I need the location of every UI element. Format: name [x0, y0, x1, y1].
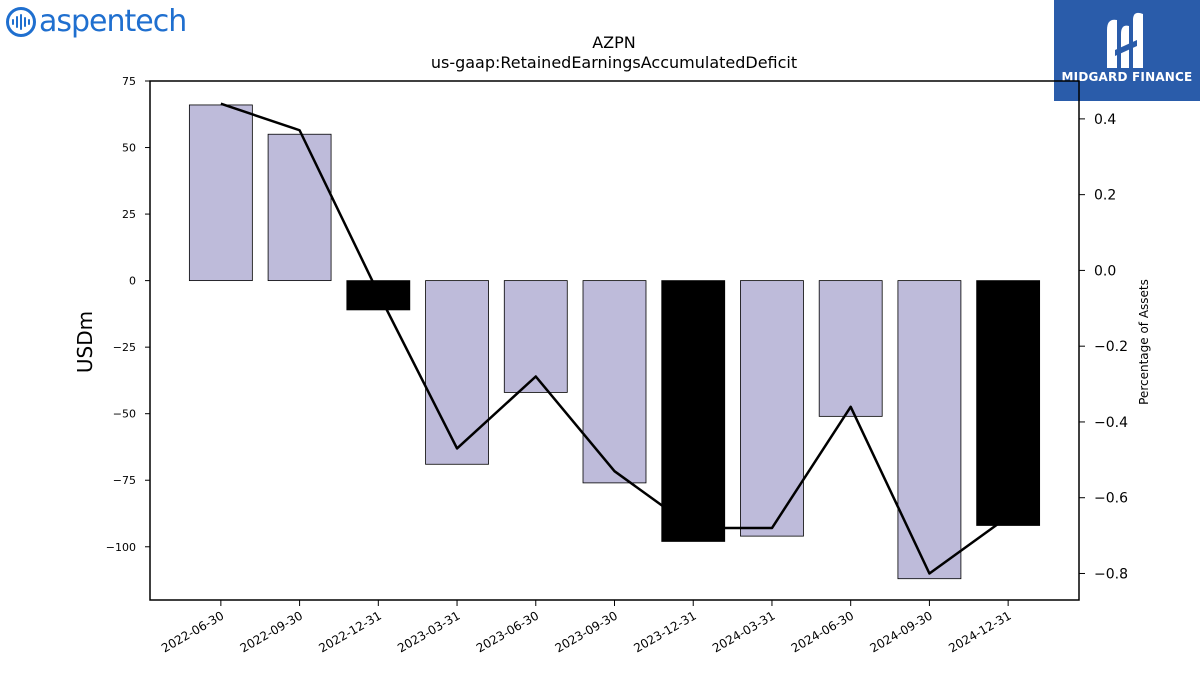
x-tick-label: 2023-06-30 — [474, 608, 541, 655]
chart-title: AZPN — [592, 33, 636, 52]
y-tick-label: −25 — [113, 341, 136, 354]
bar-2023-09-30 — [582, 280, 647, 484]
x-tick-label: 2023-03-31 — [395, 608, 462, 655]
y-tick-label: −100 — [106, 541, 136, 554]
x-tick-label: 2022-12-31 — [316, 608, 383, 655]
left-axis: 75 50 25 0 −25 −50 −75 −100 — [106, 75, 150, 554]
midgard-finance-text: MIDGARD FINANCE — [1061, 70, 1193, 84]
y2-tick-label: −0.2 — [1094, 339, 1128, 355]
midgard-finance-emblem — [1054, 10, 1200, 70]
y-tick-label: 50 — [122, 142, 136, 155]
y-tick-label: 25 — [122, 208, 136, 221]
bar-2023-03-31 — [425, 280, 489, 465]
y-tick-label: −50 — [113, 408, 136, 421]
bar-2023-12-31 — [661, 280, 726, 542]
y2-tick-label: 0.2 — [1094, 188, 1116, 204]
x-tick-label: 2022-06-30 — [159, 608, 226, 655]
x-tick-label: 2023-09-30 — [553, 608, 620, 655]
y-axis-label: USDm — [73, 311, 97, 373]
x-tick-label: 2024-06-30 — [789, 608, 856, 655]
chart-subtitle: us-gaap:RetainedEarningsAccumulatedDefic… — [431, 53, 797, 72]
aspentech-logo-text: aspentech — [39, 4, 187, 39]
y2-tick-label: 0.0 — [1094, 263, 1116, 279]
y2-tick-label: −0.6 — [1094, 491, 1128, 507]
bar-2022-09-30 — [267, 133, 332, 282]
percentage-of-assets-line — [220, 102, 1009, 575]
line-group — [220, 102, 1009, 575]
x-tick-label: 2023-12-31 — [631, 608, 698, 655]
midgard-emblem-icon — [1107, 12, 1143, 68]
bar-2024-09-30 — [897, 280, 962, 580]
waveform-icon — [12, 13, 30, 30]
x-tick-label: 2024-12-31 — [946, 608, 1013, 655]
aspentech-logo-mark — [6, 6, 36, 37]
y2-tick-label: −0.4 — [1094, 415, 1128, 431]
x-axis: 2022-06-30 2022-09-30 2022-12-31 2023-03-31… — [159, 600, 1014, 655]
bar-2024-12-31 — [976, 280, 1041, 526]
y2-tick-label: 0.4 — [1094, 112, 1116, 128]
bar-2024-03-31 — [740, 280, 804, 537]
y-tick-label: 75 — [122, 75, 136, 88]
x-tick-label: 2024-03-31 — [710, 608, 777, 655]
y2-axis-label: Percentage of Assets — [1137, 279, 1151, 405]
right-axis: 0.4 0.2 0.0 −0.2 −0.4 −0.6 −0.8 — [1079, 112, 1128, 582]
y2-tick-label: −0.8 — [1094, 566, 1128, 582]
x-tick-label: 2024-09-30 — [868, 608, 935, 655]
y-tick-label: 0 — [129, 275, 136, 288]
y-tick-label: −75 — [113, 474, 136, 487]
bar-2023-06-30 — [503, 280, 568, 393]
bars-group — [188, 104, 1041, 580]
bar-2024-06-30 — [818, 280, 883, 417]
x-tick-label: 2022-09-30 — [238, 608, 305, 655]
aspentech-logo: aspentech — [6, 4, 187, 39]
bar-2022-06-30 — [188, 104, 253, 282]
